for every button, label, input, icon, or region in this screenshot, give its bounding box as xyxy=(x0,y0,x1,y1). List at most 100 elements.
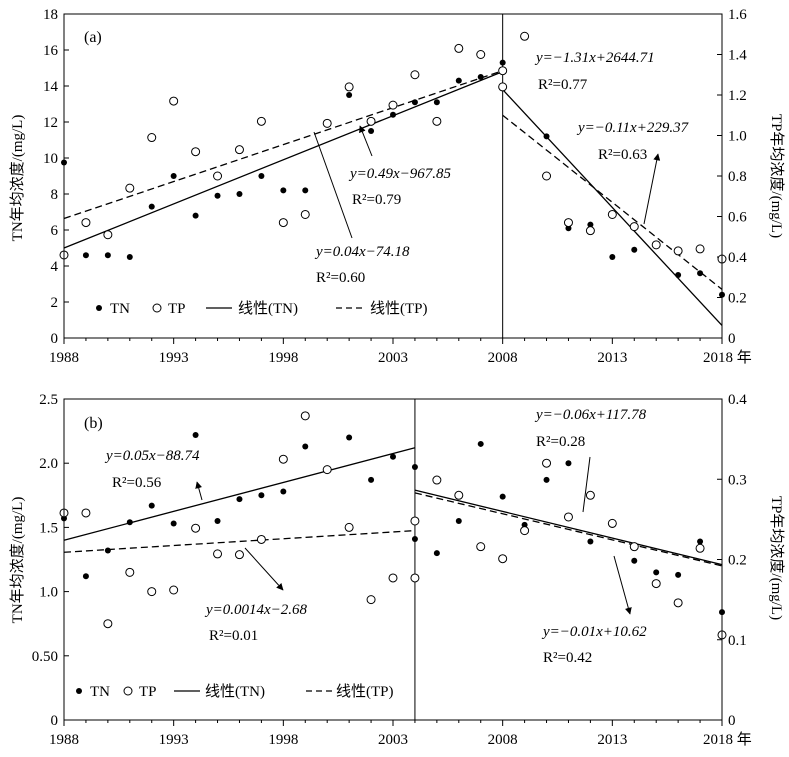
left-tick-label: 6 xyxy=(51,223,59,239)
tn-data-point xyxy=(82,252,89,259)
tn-data-point xyxy=(302,443,309,450)
tp-data-point xyxy=(125,183,135,193)
x-tick-label: 2018 年 xyxy=(703,349,752,366)
tn-data-point xyxy=(565,460,572,467)
right-tick-label: 1.2 xyxy=(728,88,747,104)
panel-b-plot-frame xyxy=(63,398,723,721)
annotation-arrow xyxy=(582,456,591,513)
fit-line-tp xyxy=(63,70,503,220)
tp-data-point xyxy=(300,411,310,421)
right-tick-label: 0.6 xyxy=(728,210,747,226)
x-tick-label: 1998 xyxy=(268,732,298,748)
annotation-r2: R²=0.42 xyxy=(543,650,592,666)
panel-a-annotation-tp-late: y=−0.11x+229.37 R²=0.63 xyxy=(576,120,690,225)
annotation-equation: y=0.04x−74.18 xyxy=(314,244,410,260)
tp-data-point xyxy=(651,240,661,250)
tp-data-point xyxy=(498,554,508,564)
panel-a-left-axis-title: TN年均浓度/(mg/L) xyxy=(9,115,26,242)
x-tick-label: 1998 xyxy=(268,350,298,366)
tp-data-point xyxy=(563,218,573,228)
left-tick-label: 10 xyxy=(43,151,58,167)
tp-data-point xyxy=(629,542,639,552)
panel-b-annotation-tn-late: y=−0.06x+117.78 R²=0.28 xyxy=(534,407,647,513)
tp-data-point xyxy=(344,82,354,92)
panel-b-legend: TN TP 线性(TN) 线性(TP) xyxy=(76,683,394,700)
tn-data-point xyxy=(455,77,462,84)
tn-data-point xyxy=(192,212,199,219)
tp-data-point xyxy=(454,43,464,53)
left-tick-label: 0 xyxy=(51,713,59,729)
right-tick-label: 0.8 xyxy=(728,169,747,185)
left-tick-label: 0.50 xyxy=(32,649,58,665)
tn-data-point xyxy=(411,464,418,471)
legend-tp-label: TP xyxy=(168,301,186,317)
tn-data-point xyxy=(82,573,89,580)
right-tick-label: 0 xyxy=(728,331,736,347)
tp-data-point xyxy=(410,573,420,583)
tn-data-point xyxy=(148,502,155,509)
tn-data-point xyxy=(258,492,265,499)
legend-tn-marker xyxy=(76,688,82,694)
legend-tn-fit-label: 线性(TN) xyxy=(205,683,265,700)
left-tick-label: 8 xyxy=(51,187,59,203)
tp-data-point xyxy=(454,490,464,500)
tp-data-point xyxy=(213,171,223,181)
tp-data-point xyxy=(125,567,135,577)
tp-data-point xyxy=(563,512,573,522)
tp-data-point xyxy=(213,549,223,559)
fit-line-tn xyxy=(502,89,723,326)
x-tick-label: 2013 xyxy=(597,732,627,748)
tn-data-point xyxy=(499,59,506,66)
tp-data-point xyxy=(322,118,332,128)
tn-data-point xyxy=(455,517,462,524)
tp-data-point xyxy=(695,244,705,254)
panel-b-left-axis-title: TN年均浓度/(mg/L) xyxy=(9,497,26,624)
panel-b-annotation-tp-late: y=−0.01x+10.62 R²=0.42 xyxy=(541,555,647,666)
tp-data-point xyxy=(103,619,113,629)
panel-a-annotation-tn-early: y=0.04x−74.18 R²=0.60 xyxy=(313,131,410,286)
tn-data-point xyxy=(543,133,550,140)
annotation-r2: R²=0.56 xyxy=(112,475,162,491)
tn-data-point xyxy=(214,192,221,199)
left-tick-label: 1.5 xyxy=(39,520,58,536)
tp-data-point xyxy=(498,82,508,92)
left-tick-label: 0 xyxy=(51,331,59,347)
annotation-r2: R²=0.01 xyxy=(209,628,258,644)
tn-data-point xyxy=(104,547,111,554)
right-tick-label: 0 xyxy=(728,713,736,729)
annotation-arrow xyxy=(359,125,373,157)
tn-data-point xyxy=(148,203,155,210)
left-tick-label: 2.0 xyxy=(39,456,58,472)
annotation-arrow xyxy=(643,153,661,225)
tp-data-point xyxy=(476,542,486,552)
x-tick-label: 2013 xyxy=(597,350,627,366)
left-tick-label: 14 xyxy=(43,79,59,95)
right-tick-label: 1.6 xyxy=(728,7,747,23)
tn-data-point xyxy=(499,493,506,500)
tn-data-point xyxy=(258,173,265,179)
panel-b-left-axis-ticks: 0 0.50 1.0 1.5 2.0 2.5 xyxy=(32,392,69,729)
tp-data-point xyxy=(388,100,398,110)
right-tick-label: 0.2 xyxy=(728,553,747,569)
tp-data-point xyxy=(278,454,288,464)
tp-data-point xyxy=(147,587,157,597)
tn-data-point xyxy=(280,187,287,194)
tp-data-point xyxy=(520,526,530,536)
panel-a-left-axis-ticks: 0 2 4 6 8 10 12 14 16 18 xyxy=(43,7,69,347)
left-tick-label: 2 xyxy=(51,295,59,311)
tp-data-point xyxy=(542,171,552,181)
legend-tn-fit-label: 线性(TN) xyxy=(238,300,298,317)
fit-line-tp xyxy=(502,114,723,290)
fit-line-tn xyxy=(63,447,416,541)
tp-data-point xyxy=(673,598,683,608)
tp-data-point xyxy=(322,465,332,475)
panel-a-right-axis-ticks: 0 0.2 0.4 0.6 0.8 1.0 1.2 1.4 1.6 xyxy=(717,7,747,347)
left-tick-label: 16 xyxy=(43,43,59,59)
right-tick-label: 0.3 xyxy=(728,472,747,488)
tp-data-point xyxy=(278,218,288,228)
tn-data-point xyxy=(170,173,177,179)
panel-b-chart: (b) 0 0.50 1.0 1.5 2.0 2.5 0 0.1 0.2 0.3 0.4 1988… xyxy=(9,392,785,748)
tn-data-point xyxy=(477,74,484,80)
left-tick-label: 4 xyxy=(51,259,59,275)
